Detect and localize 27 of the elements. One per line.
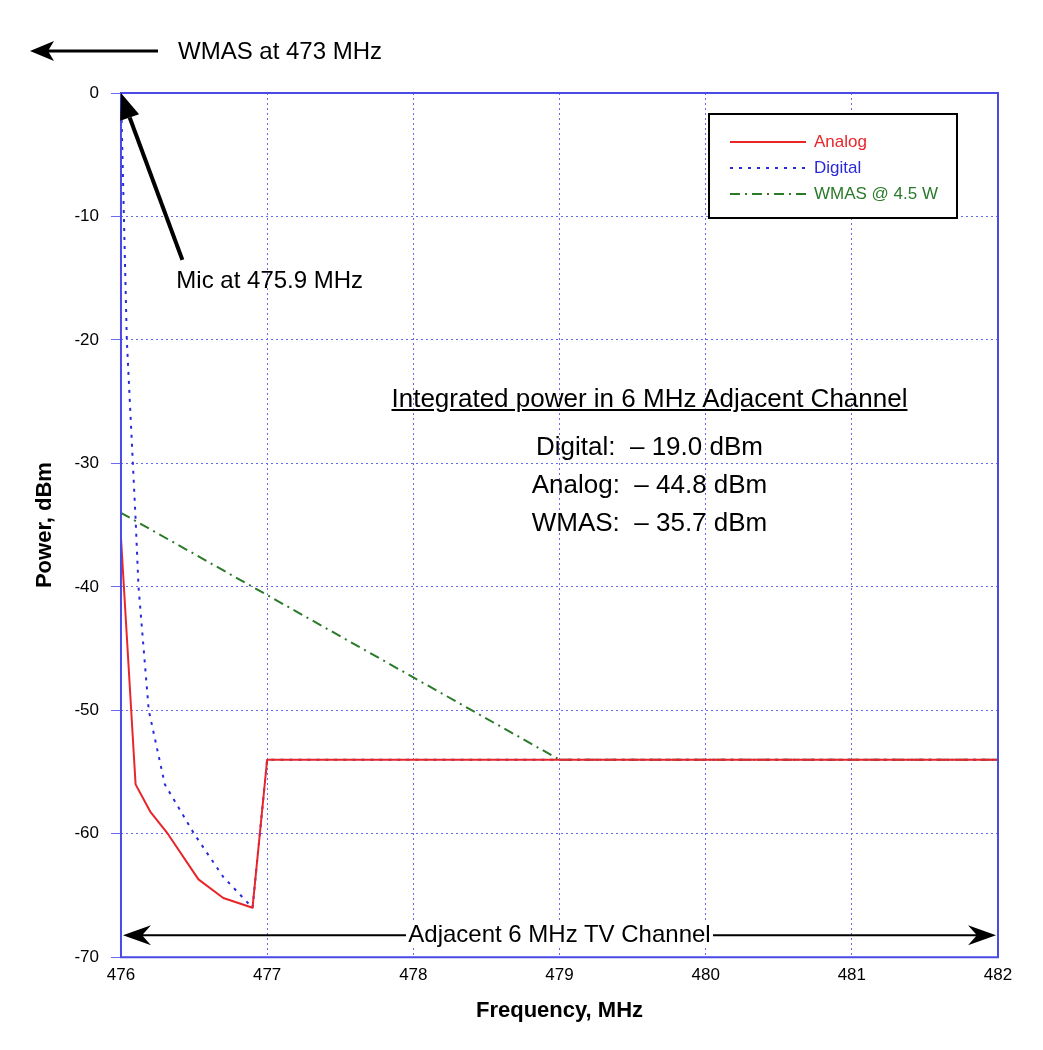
- y-tick-label: -30: [74, 453, 99, 473]
- annotation: Digital: – 19.0 dBm: [536, 431, 763, 461]
- x-tick-label: 480: [691, 965, 720, 985]
- annotation: Adjacent 6 MHz TV Channel: [408, 920, 711, 948]
- x-tick-label: 481: [837, 965, 867, 985]
- annotation: Analog: – 44.8 dBm: [531, 469, 768, 499]
- legend-label: Digital: [814, 158, 862, 178]
- x-tick-label: 482: [983, 965, 1013, 985]
- text: WMAS at 473 MHz: [178, 37, 383, 64]
- x-axis-title: Frequency, MHz: [475, 996, 644, 1022]
- y-tick-label: -60: [74, 823, 99, 843]
- y-tick-label: -10: [74, 206, 99, 226]
- x-tick-label: 476: [106, 965, 136, 985]
- annotation: Integrated power in 6 MHz Adjacent Channel: [391, 383, 908, 413]
- y-axis-title: Power, dBm: [31, 462, 57, 589]
- legend-label: WMAS @ 4.5 W: [814, 184, 938, 204]
- y-tick-label: -20: [74, 329, 99, 349]
- y-tick-label: -40: [74, 576, 99, 596]
- x-tick-label: 477: [252, 965, 282, 985]
- legend-label: Analog: [814, 132, 867, 152]
- annotation: WMAS: – 35.7 dBm: [531, 507, 768, 537]
- y-tick-label: -70: [74, 946, 99, 966]
- y-tick-label: -50: [74, 699, 99, 719]
- annotation: Mic at 475.9 MHz: [176, 265, 364, 293]
- x-tick-label: 478: [399, 965, 428, 985]
- y-tick-label: 0: [89, 82, 99, 102]
- x-tick-label: 479: [545, 965, 574, 985]
